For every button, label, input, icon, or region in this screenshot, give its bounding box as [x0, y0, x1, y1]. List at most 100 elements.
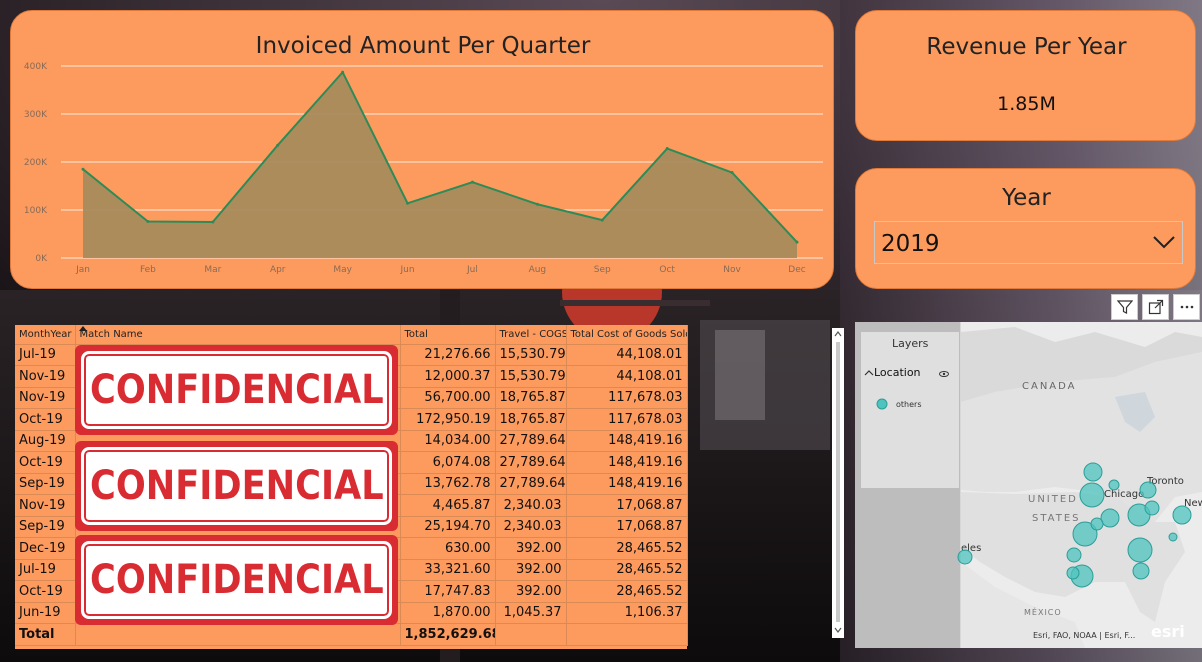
chevron-down-icon — [1153, 236, 1175, 249]
x-tick-label: May — [333, 265, 352, 275]
cell-total-cogs: 1,106.37 — [566, 602, 688, 624]
cell-total-cogs: 28,465.52 — [566, 537, 688, 560]
focus-mode-button[interactable] — [1142, 294, 1169, 320]
data-point — [470, 180, 474, 184]
more-options-button[interactable] — [1173, 294, 1200, 320]
x-tick-label: Sep — [594, 265, 611, 275]
legend-item-others: others — [896, 400, 922, 409]
column-header-travel-cogs[interactable]: Travel - COGS — [495, 325, 567, 345]
cell-total: 12,000.37 — [400, 365, 496, 388]
cell-total-cogs: 117,678.03 — [566, 408, 688, 431]
data-point — [730, 171, 734, 175]
map-label-states: STATES — [1032, 513, 1081, 524]
collapse-arrow-icon[interactable] — [864, 369, 874, 377]
cell-monthyear: Jul-19 — [15, 344, 76, 366]
area-chart[interactable]: 0K 100K 200K 300K 400K Jan Feb Mar Apr May Jun Jul A… — [11, 11, 835, 290]
data-point — [535, 202, 539, 206]
map-bubble — [1090, 517, 1104, 531]
data-point — [81, 167, 85, 171]
stamp-text: CONFIDENCIAL — [89, 557, 384, 603]
y-tick-label: 0K — [35, 254, 48, 264]
map-bubble — [1144, 500, 1160, 516]
confidential-stamp: CONFIDENCIAL — [75, 535, 398, 625]
cell-total: 14,034.00 — [400, 430, 496, 452]
column-header-label: Match Name — [79, 328, 143, 340]
layer-location-label[interactable]: Location — [874, 366, 921, 379]
revenue-card[interactable]: Revenue Per Year 1.85M — [855, 10, 1196, 141]
layers-panel[interactable]: Layers Location others — [861, 332, 959, 488]
map-label-canada: CANADA — [1022, 381, 1077, 392]
map-attribution: Esri, FAO, NOAA | Esri, F... — [1033, 631, 1136, 640]
map-bubble — [1066, 566, 1080, 580]
cell-total-cogs: 44,108.01 — [566, 365, 688, 388]
cell-travel-cogs: 18,765.87 — [495, 387, 567, 409]
map-label-chicago: Chicago — [1104, 489, 1144, 500]
cell-travel-cogs: 27,789.64 — [495, 473, 567, 495]
x-tick-label: Dec — [788, 265, 805, 275]
x-tick-label: Jul — [466, 265, 478, 275]
cell-total-cogs: 148,419.16 — [566, 430, 688, 452]
map-bubble — [1079, 482, 1105, 508]
cell-total-cogs: 148,419.16 — [566, 451, 688, 474]
invoiced-amount-chart-card[interactable]: Invoiced Amount Per Quarter 0K 100K 200K 30… — [10, 10, 834, 289]
map-label-united: UNITED — [1028, 494, 1078, 505]
eye-icon[interactable] — [939, 370, 949, 378]
cell-monthyear: Dec-19 — [15, 537, 76, 560]
cell-monthyear: Oct-19 — [15, 408, 76, 431]
column-header-match-name[interactable]: Match Name — [75, 325, 401, 345]
chart-title: Invoiced Amount Per Quarter — [255, 33, 591, 59]
column-header-total[interactable]: Total — [400, 325, 496, 345]
column-header-total-cogs[interactable]: Total Cost of Goods Sold — [566, 325, 688, 345]
revenue-title: Revenue Per Year — [926, 34, 1127, 60]
cell-monthyear: Nov-19 — [15, 494, 76, 517]
focus-mode-icon — [1148, 299, 1163, 315]
revenue-value: 1.85M — [997, 93, 1056, 115]
x-tick-label: Feb — [140, 265, 156, 275]
stamp-text: CONFIDENCIAL — [89, 367, 384, 413]
map-label-eles: eles — [961, 543, 981, 554]
cell-total: 4,465.87 — [400, 494, 496, 517]
cell-total-cogs: 117,678.03 — [566, 387, 688, 409]
x-tick-label: Mar — [204, 265, 221, 275]
year-dropdown[interactable]: 2019 — [874, 221, 1183, 264]
table-header-row: MonthYear Match Name Total Travel - COGS… — [15, 325, 688, 345]
map-bubble — [1139, 481, 1157, 499]
invoice-table[interactable]: MonthYear Match Name Total Travel - COGS… — [15, 325, 688, 649]
data-point — [341, 70, 345, 74]
cell-monthyear: Sep-19 — [15, 473, 76, 495]
cell-travel-cogs: 27,789.64 — [495, 451, 567, 474]
cell-travel-cogs: 392.00 — [495, 559, 567, 581]
cell-travel-cogs: 2,340.03 — [495, 516, 567, 538]
table-row[interactable]: Sep-19 25,194.70 2,340.03 17,068.87 — [15, 516, 688, 538]
table-row[interactable]: Aug-19 14,034.00 27,789.64 148,419.16 — [15, 430, 688, 452]
map-label-toronto: Toronto — [1146, 476, 1184, 487]
cell-total-cogs: 148,419.16 — [566, 473, 688, 495]
cell-total: 25,194.70 — [400, 516, 496, 538]
total-blank — [566, 623, 688, 646]
total-value: 1,852,629.68 — [400, 623, 496, 646]
filter-button[interactable] — [1111, 294, 1138, 320]
map-bubble — [957, 549, 973, 565]
year-selected-value: 2019 — [881, 231, 940, 257]
x-tick-label: Jun — [400, 265, 415, 275]
total-blank — [75, 623, 401, 646]
map-bubble — [1066, 547, 1082, 563]
cell-total: 1,870.00 — [400, 602, 496, 624]
more-options-icon — [1180, 305, 1193, 309]
data-point — [795, 240, 799, 244]
confidential-stamp: CONFIDENCIAL — [75, 345, 398, 435]
map-bubble — [1168, 532, 1178, 542]
map-label-new: New — [1184, 498, 1202, 509]
data-point — [211, 220, 215, 224]
map-bubble — [1108, 479, 1120, 491]
cell-total: 6,074.08 — [400, 451, 496, 474]
cell-travel-cogs: 392.00 — [495, 537, 567, 560]
series-line — [82, 70, 798, 243]
cell-total: 21,276.66 — [400, 344, 496, 366]
vertical-scrollbar[interactable] — [832, 328, 844, 638]
y-tick-label: 100K — [24, 206, 48, 216]
column-header-monthyear[interactable]: MonthYear — [15, 325, 76, 345]
cell-travel-cogs: 392.00 — [495, 580, 567, 603]
location-map[interactable]: CANADA UNITED STATES MÉXICO Chicago Toro… — [855, 322, 1202, 648]
cell-monthyear: Sep-19 — [15, 516, 76, 538]
